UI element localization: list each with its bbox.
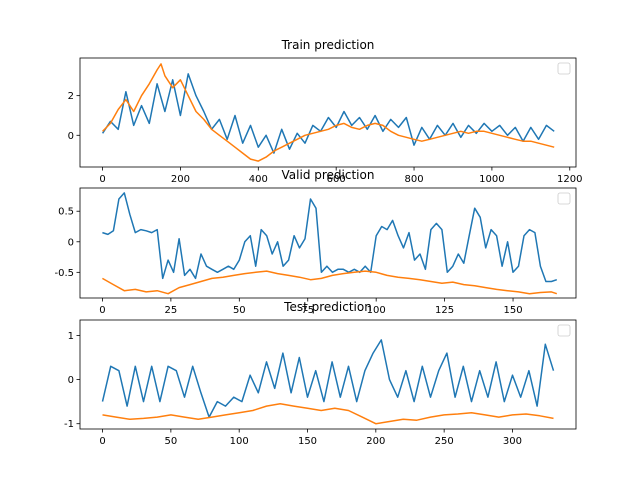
- x-tick-label: 125: [435, 305, 454, 316]
- y-tick-label: 0: [68, 131, 74, 142]
- x-tick-label: 0: [99, 305, 105, 316]
- axes-frame: [79, 187, 577, 299]
- x-tick-label: 50: [164, 436, 177, 447]
- y-tick-label: -1: [64, 419, 74, 430]
- x-tick-label: 1200: [557, 174, 582, 185]
- series-line-1: [102, 63, 555, 162]
- y-tick-label: 0.5: [58, 207, 74, 218]
- chart-title: Test prediction: [283, 300, 372, 314]
- axes-frame: [79, 57, 577, 168]
- panel-1: 0 25 50 75 100 125 150 -0.5 0 0.5 Valid prediction: [54, 168, 577, 316]
- y-tick-label: 2: [68, 91, 74, 102]
- legend-box: [557, 324, 571, 337]
- x-tick-label: 200: [171, 174, 190, 185]
- series-line-0: [102, 192, 558, 283]
- x-tick-label: 50: [233, 305, 246, 316]
- x-tick-label: 0: [99, 174, 105, 185]
- x-tick-label: 600: [327, 174, 346, 185]
- panel-0: 0 200 400 600 800 1000 1200 0 2 Train prediction: [68, 38, 583, 185]
- y-tick-label: 0: [68, 375, 74, 386]
- x-tick-label: 0: [99, 436, 105, 447]
- y-tick-label: 1: [68, 331, 74, 342]
- series-line-1: [102, 403, 554, 425]
- y-tick-label: 0: [68, 237, 74, 248]
- x-tick-label: 150: [298, 436, 317, 447]
- chart-title: Valid prediction: [282, 168, 375, 182]
- x-tick-label: 25: [165, 305, 178, 316]
- axes-frame: [79, 319, 577, 430]
- legend-box: [557, 192, 571, 205]
- y-tick-label: -0.5: [54, 268, 74, 279]
- chart-title: Train prediction: [281, 38, 375, 52]
- x-tick-label: 100: [367, 305, 386, 316]
- x-tick-label: 200: [366, 436, 385, 447]
- x-tick-label: 300: [503, 436, 522, 447]
- x-tick-label: 1000: [479, 174, 504, 185]
- legend-box: [557, 62, 571, 75]
- series-line-0: [101, 339, 555, 418]
- x-tick-label: 75: [301, 305, 314, 316]
- x-tick-label: 800: [404, 174, 423, 185]
- x-tick-label: 150: [503, 305, 522, 316]
- series-line-1: [102, 270, 558, 295]
- x-tick-label: 250: [435, 436, 454, 447]
- series-line-0: [101, 73, 555, 154]
- x-tick-label: 400: [249, 174, 268, 185]
- x-tick-label: 100: [230, 436, 249, 447]
